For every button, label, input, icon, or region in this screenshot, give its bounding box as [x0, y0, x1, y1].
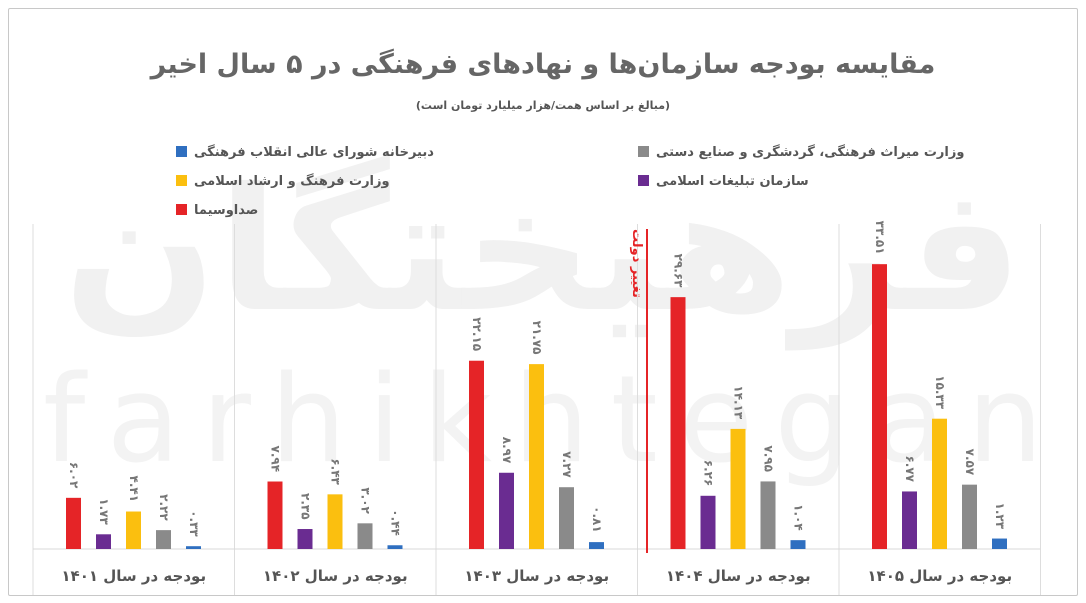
bar-purple: [902, 491, 917, 549]
chart-title: مقایسه بودجه سازمان‌ها و نهادهای فرهنگی …: [149, 48, 936, 80]
bar-red: [670, 297, 686, 549]
data-label: ۱۵.۳۳: [933, 375, 947, 410]
data-label: ۱.۰۴: [792, 504, 806, 531]
bar-blue: [790, 540, 806, 549]
category-label: بودجه در سال ۱۴۰۴: [666, 567, 811, 585]
government-change-label: تغییر دولت: [629, 229, 644, 298]
legend-swatch: [176, 175, 187, 186]
category-label: بودجه در سال ۱۴۰۱: [61, 567, 206, 585]
bar-gray: [559, 487, 574, 549]
bar-gray: [962, 484, 977, 549]
bar-blue: [186, 546, 201, 549]
legend-swatch: [638, 146, 649, 157]
legend-label: وزارت میراث فرهنگی، گردشگری و صنایع دستی: [656, 144, 964, 160]
bar-yellow: [730, 428, 746, 549]
data-label: ۶.۰۲: [67, 462, 81, 489]
bar-blue: [589, 542, 604, 549]
legend-swatch: [176, 204, 187, 215]
data-label: ۰.۴۴: [389, 509, 403, 536]
data-label: ۳۳.۵۱: [873, 221, 887, 255]
bar-yellow: [327, 494, 343, 549]
watermark-persian: فرهیختگان: [63, 152, 1023, 351]
legend-label: دبیرخانه شورای عالی انقلاب فرهنگی: [194, 144, 434, 160]
data-label: ۱.۲۳: [993, 503, 1007, 530]
data-label: ۷.۹۴: [269, 446, 283, 473]
data-label: ۱۴.۱۳: [732, 385, 746, 420]
data-label: ۳.۰۲: [359, 487, 373, 514]
legend-label: سازمان تبلیغات اسلامی: [656, 174, 809, 189]
bar-gray: [156, 530, 171, 549]
data-label: ۰.۸۱: [590, 506, 604, 533]
bar-red: [267, 481, 283, 549]
data-label: ۷.۲۷: [560, 451, 574, 478]
legend-swatch: [176, 146, 187, 157]
bar-purple: [297, 529, 313, 549]
bar-yellow: [529, 364, 544, 549]
data-label: ۸.۹۷: [500, 437, 514, 464]
bar-red: [66, 497, 81, 549]
data-label: ۶.۲۶: [702, 460, 716, 487]
bar-purple: [96, 534, 111, 549]
bar-red: [469, 360, 484, 549]
bar-gray: [357, 523, 373, 549]
legend-label: وزارت فرهنگ و ارشاد اسلامی: [194, 173, 390, 189]
bar-purple: [499, 472, 514, 549]
category-label: بودجه در سال ۱۴۰۳: [464, 567, 609, 585]
data-label: ۱.۷۳: [97, 498, 111, 525]
chart-subtitle: (مبالغ بر اساس همت/هزار میلیارد تومان اس…: [416, 99, 670, 112]
bar-yellow: [932, 418, 947, 549]
data-label: ۲۹.۶۳: [672, 254, 686, 289]
data-label: ۴.۴۱: [127, 476, 141, 503]
data-label: ۶.۷۷: [903, 455, 917, 482]
data-label: ۰.۳۳: [187, 510, 201, 537]
category-label: بودجه در سال ۱۴۰۲: [263, 567, 408, 585]
data-label: ۷.۹۵: [762, 445, 776, 472]
data-label: ۲.۲۲: [157, 494, 171, 521]
bar-red: [872, 264, 887, 549]
data-label: ۷.۵۷: [963, 449, 977, 476]
chart-frame: فرهیختگان farhikhtegan مقایسه بودجه سازمان…: [8, 8, 1078, 596]
data-label: ۲۱.۷۵: [530, 321, 544, 355]
bar-yellow: [126, 511, 141, 549]
legend-swatch: [638, 175, 649, 186]
legend-label: صداوسیما: [194, 203, 258, 218]
bar-purple: [700, 495, 716, 549]
data-label: ۶.۴۳: [329, 458, 343, 485]
category-label: بودجه در سال ۱۴۰۵: [867, 567, 1012, 585]
data-label: ۲.۳۵: [299, 493, 313, 520]
bar-blue: [387, 545, 403, 549]
data-label: ۲۲.۱۵: [470, 317, 484, 351]
bar-gray: [760, 481, 776, 549]
bar-blue: [992, 538, 1007, 549]
